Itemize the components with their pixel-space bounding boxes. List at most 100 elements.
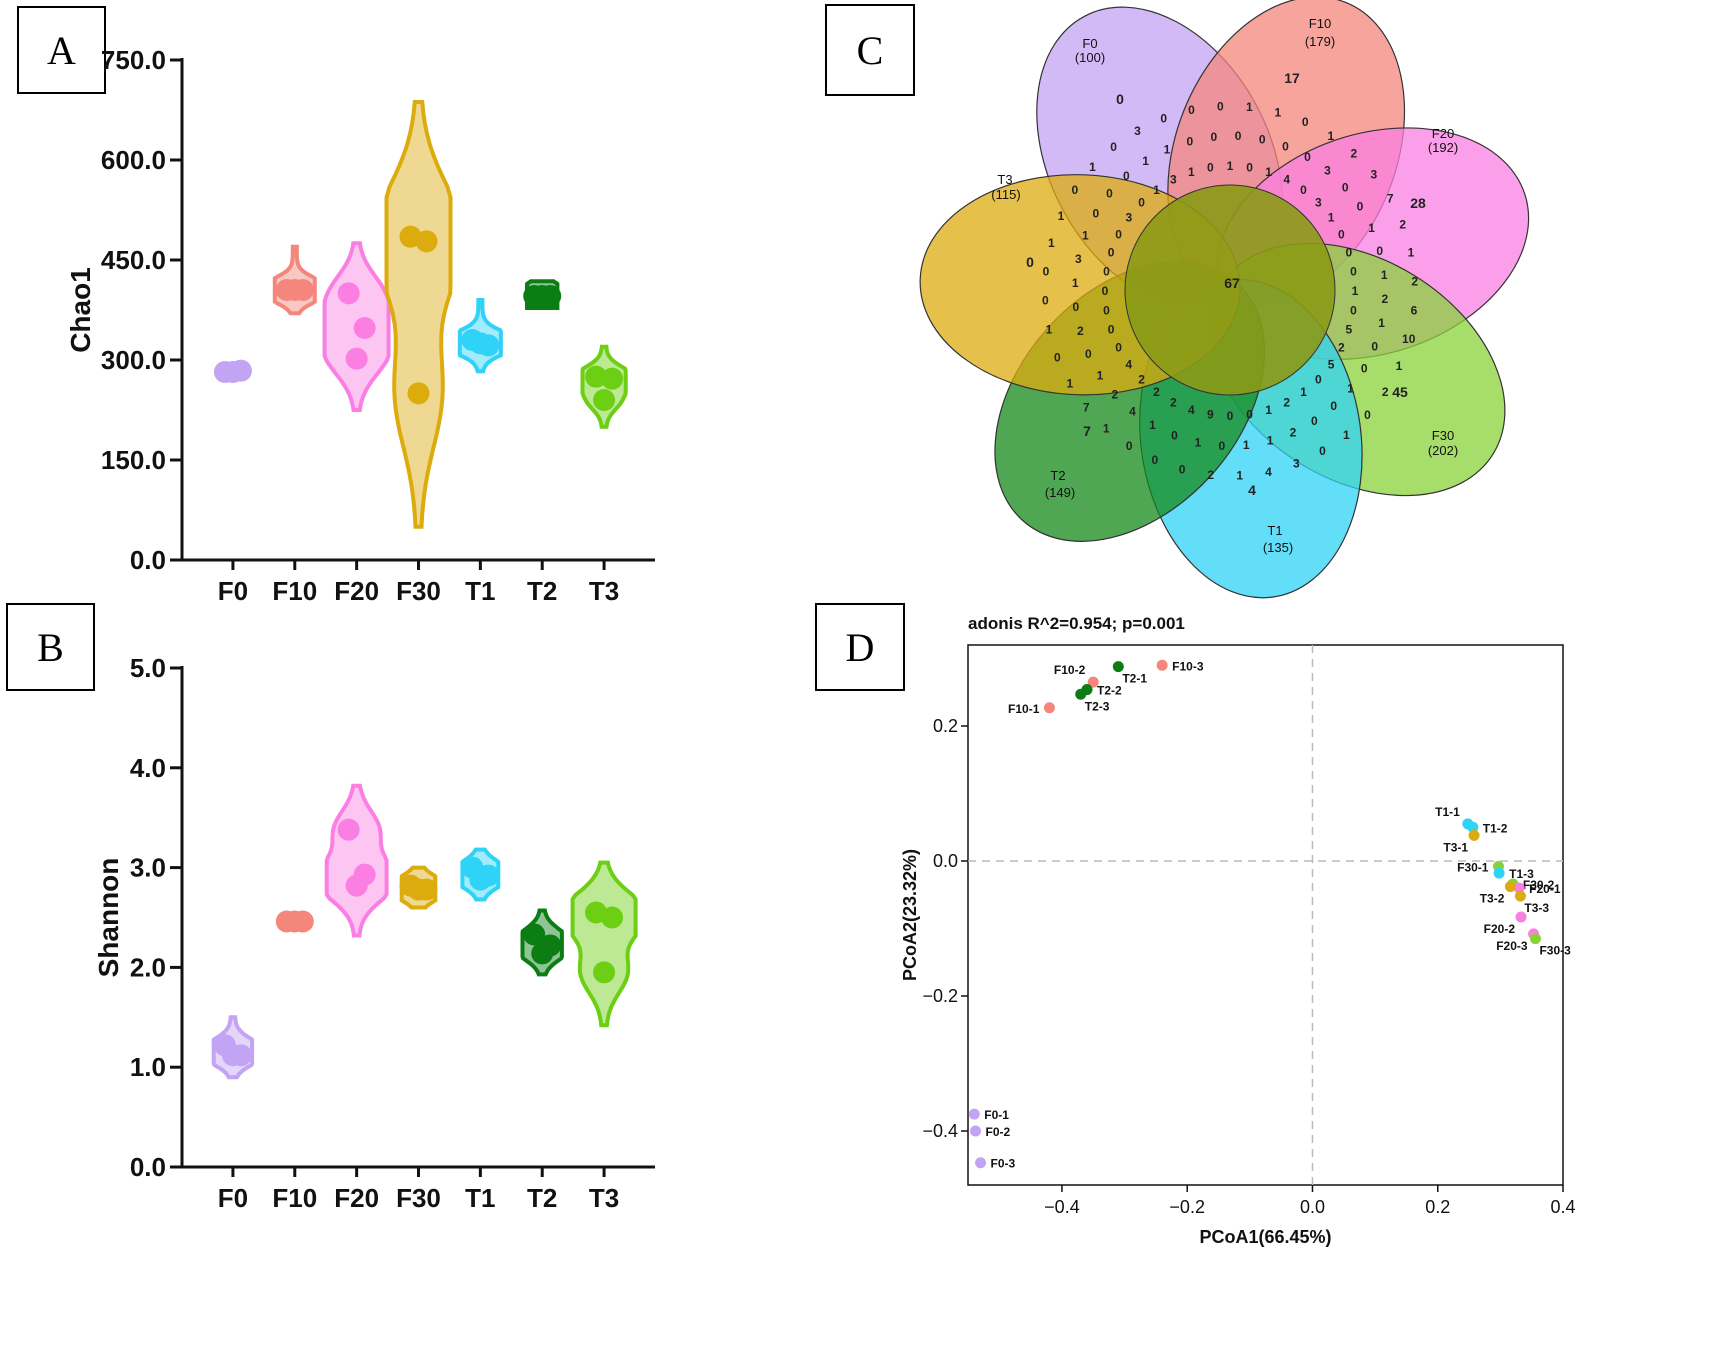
y-tick-label: 0.0 <box>933 851 958 871</box>
venn-cell-count: 3 <box>1370 168 1377 182</box>
y-tick-label: 3.0 <box>130 853 166 883</box>
chart-title: adonis R^2=0.954; p=0.001 <box>968 614 1185 633</box>
venn-cell-count: 0 <box>1227 409 1234 423</box>
violin-point-T2 <box>523 923 546 946</box>
violin-point-T2 <box>531 285 554 307</box>
venn-cell-count: 0 <box>1043 265 1050 279</box>
violin-F20 <box>324 783 389 938</box>
venn-cell-count: 1 <box>1194 436 1201 450</box>
venn-cell-count: 0 <box>1350 304 1357 318</box>
venn-cell-count: 9 <box>1207 408 1214 422</box>
venn-cell-count: 0 <box>1207 161 1214 175</box>
venn-cell-count: 2 <box>1111 388 1118 402</box>
venn-set-name: F10 <box>1309 16 1331 31</box>
venn-set-name: T1 <box>1267 523 1282 538</box>
venn-cell-count: 1 <box>1046 323 1053 337</box>
venn-cell-count: 6 <box>1411 303 1418 317</box>
venn-cell-count: 2 <box>1138 372 1145 386</box>
x-tick-label: T3 <box>589 576 619 606</box>
venn-cell-count: 1 <box>1408 246 1415 260</box>
venn-cell-count: 0 <box>1371 340 1378 354</box>
scatter-point-F20-1 <box>1513 882 1525 894</box>
panel-label-a: A <box>17 6 106 94</box>
violin-point-F20 <box>353 317 376 339</box>
scatter-point-label: T1-1 <box>1435 805 1460 819</box>
x-tick-label: T3 <box>589 1183 619 1213</box>
violin-point-T3 <box>601 367 624 390</box>
venn-cell-count: 0 <box>1282 139 1289 153</box>
panel-a-violin-chao1: 0.0 150.0 300.0 450.0 600.0 750.0 Chao1 F0 F10 F2… <box>65 45 655 606</box>
venn-cell-count: 0 <box>1110 140 1117 154</box>
venn-cell-count: 5 <box>1328 358 1335 372</box>
venn-cell-count: 0 <box>1330 399 1337 413</box>
venn-cell-count: 0 <box>1123 169 1130 183</box>
venn-cell-count: 1 <box>1048 236 1055 250</box>
venn-cell-count: 1 <box>1149 418 1156 432</box>
scatter-point-label: T3-3 <box>1524 901 1549 915</box>
scatter-point-label: T2-3 <box>1085 699 1110 713</box>
violin-point-F20 <box>337 282 360 305</box>
panel-label-b: B <box>6 603 95 691</box>
venn-cell-count: 0 <box>1361 362 1368 376</box>
venn-cell-count: 1 <box>1164 142 1171 156</box>
venn-unique-count: 7 <box>1083 423 1091 439</box>
venn-cell-count: 0 <box>1115 227 1122 241</box>
violin-point-T3 <box>585 365 608 388</box>
venn-cell-count: 4 <box>1283 173 1290 187</box>
violin-point-F10 <box>283 910 306 933</box>
venn-cell-count: 2 <box>1207 468 1214 482</box>
scatter-point-T2-3 <box>1075 688 1087 700</box>
scatter-point-label: F30-3 <box>1539 944 1571 958</box>
scatter-point-label: F0-2 <box>986 1125 1011 1139</box>
venn-cell-count: 0 <box>1179 463 1186 477</box>
x-tick-label: F30 <box>396 576 441 606</box>
venn-cell-count: 3 <box>1134 124 1141 138</box>
venn-cell-count: 0 <box>1304 150 1311 164</box>
x-tick-label: 0.0 <box>1300 1197 1325 1217</box>
scatter-point-label: F20-1 <box>1529 882 1561 896</box>
x-tick-label: F20 <box>334 576 379 606</box>
plot-frame <box>967 644 1564 1186</box>
scatter-point-label: T2-1 <box>1122 672 1147 686</box>
y-tick-label: 0.0 <box>130 1152 166 1182</box>
scatter-point-F10-1 <box>1043 702 1055 714</box>
violin-point-T3 <box>593 389 616 411</box>
x-tick-label: F0 <box>218 576 248 606</box>
venn-cell-count: 1 <box>1378 316 1385 330</box>
venn-cell-count: 0 <box>1300 183 1307 197</box>
venn-cell-count: 0 <box>1108 323 1115 337</box>
venn-cell-count: 1 <box>1246 100 1253 114</box>
venn-cell-count: 0 <box>1115 341 1122 355</box>
venn-cell-count: 0 <box>1188 103 1195 117</box>
y-tick-label: 2.0 <box>130 952 166 982</box>
venn-cell-count: 2 <box>1382 385 1389 399</box>
venn-set-total: (179) <box>1305 34 1335 49</box>
venn-cell-count: 0 <box>1108 245 1115 259</box>
y-tick-label: 0.0 <box>130 545 166 575</box>
violin-point-T3 <box>601 906 624 929</box>
venn-cell-count: 3 <box>1315 196 1322 210</box>
venn-cell-count: 0 <box>1138 196 1145 210</box>
venn-cell-count: 1 <box>1236 469 1243 483</box>
x-tick-label: T1 <box>465 576 495 606</box>
scatter-point-label: F30-1 <box>1457 860 1489 874</box>
venn-cell-count: 2 <box>1381 292 1388 306</box>
venn-core-count: 67 <box>1224 275 1240 291</box>
x-tick-label: T1 <box>465 1183 495 1213</box>
venn-cell-count: 1 <box>1265 403 1272 417</box>
venn-set-total: (135) <box>1263 540 1293 555</box>
y-tick-label: 5.0 <box>130 653 166 683</box>
violin-point-T2 <box>531 942 554 965</box>
venn-cell-count: 0 <box>1235 129 1242 143</box>
violin-point-F10 <box>283 279 306 301</box>
scatter-point-T2-1 <box>1112 661 1124 673</box>
venn-cell-count: 0 <box>1338 227 1345 241</box>
venn-cell-count: 4 <box>1126 358 1133 372</box>
venn-cell-count: 0 <box>1042 294 1049 308</box>
scatter-point-F30-3 <box>1529 933 1541 945</box>
venn-cell-count: 0 <box>1171 429 1178 443</box>
venn-cell-count: 2 <box>1077 324 1084 338</box>
venn-cell-count: 0 <box>1364 408 1371 422</box>
scatter-point-label: F10-1 <box>1008 702 1040 716</box>
venn-cell-count: 0 <box>1302 115 1309 129</box>
